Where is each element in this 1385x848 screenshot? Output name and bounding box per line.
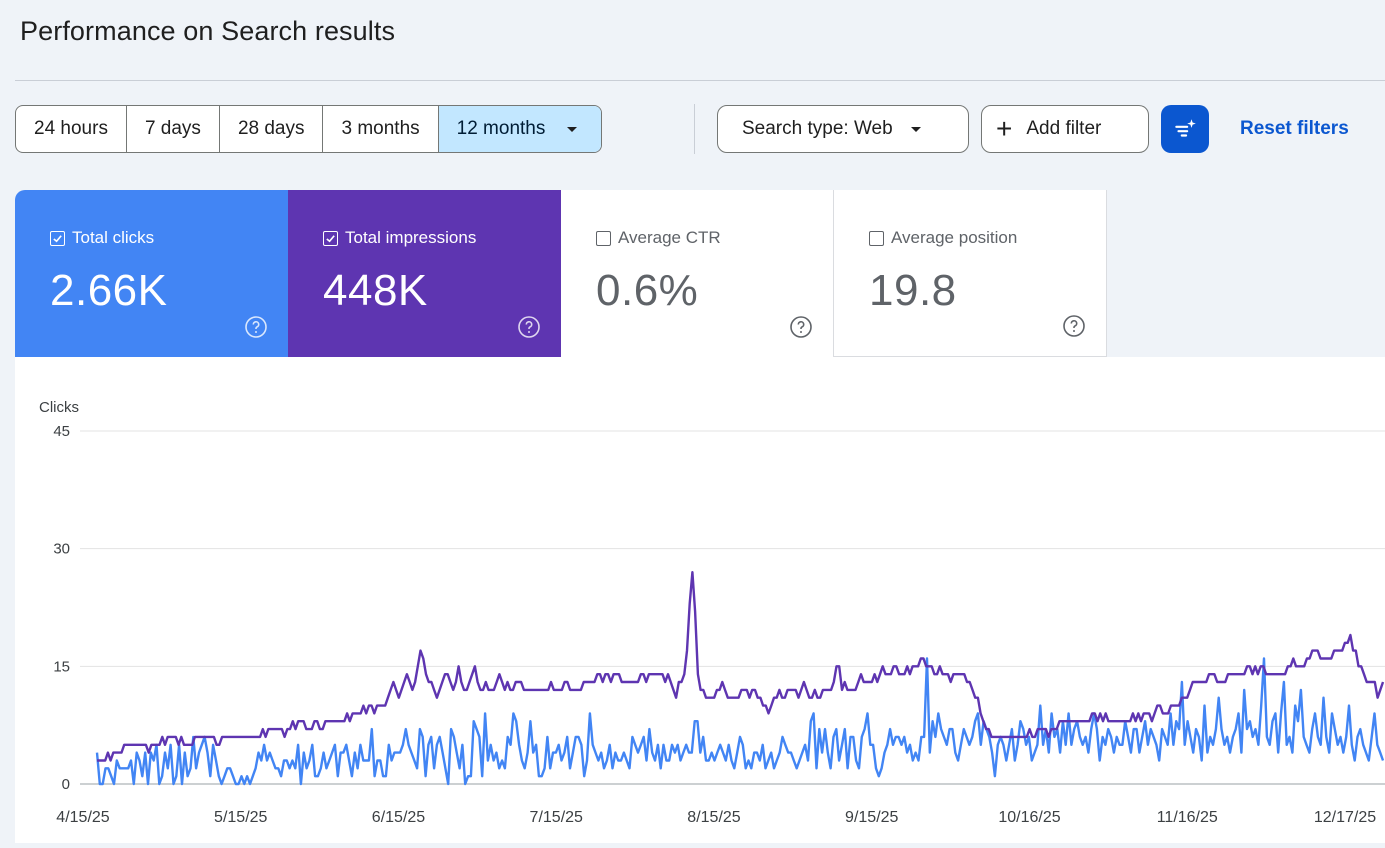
range-24-hours[interactable]: 24 hours [16, 106, 127, 152]
performance-chart: Clicks 45 30 15 0 4/15/25 5/15/25 6/15/25 7/15/2… [15, 357, 1385, 843]
x-tick-label: 6/15/25 [372, 809, 425, 826]
chevron-down-icon [910, 126, 921, 132]
filter-sparkle-icon [1175, 119, 1196, 137]
x-tick-label: 7/15/25 [530, 809, 583, 826]
plus-icon: + [996, 113, 1013, 144]
metric-card-clicks[interactable]: Total clicks 2.66K [15, 190, 288, 357]
checkbox-checked-icon[interactable] [50, 230, 65, 246]
range-7-days[interactable]: 7 days [127, 106, 220, 152]
y-tick-label: 0 [62, 776, 70, 793]
clicks-series-line [95, 657, 1385, 786]
y-tick-label: 15 [53, 658, 70, 675]
x-tick-label: 4/15/25 [56, 809, 109, 826]
metric-label: Average CTR [618, 228, 721, 247]
x-tick-label: 10/16/25 [998, 809, 1060, 826]
add-filter-label: Add filter [1026, 118, 1102, 139]
line-chart: Clicks 45 30 15 0 4/15/25 5/15/25 6/15/25 7/15/2… [39, 399, 1385, 826]
metric-value: 448K [323, 266, 428, 315]
impressions-series-line [97, 570, 1385, 762]
range-28-days[interactable]: 28 days [220, 106, 324, 152]
x-tick-label: 5/15/25 [214, 809, 267, 826]
metric-label: Total clicks [72, 228, 155, 247]
help-icon[interactable] [789, 315, 813, 339]
metric-value: 2.66K [50, 266, 168, 315]
header-divider [15, 80, 1385, 81]
smart-filter-button[interactable] [1161, 105, 1209, 153]
metric-card-ctr[interactable]: Average CTR 0.6% [561, 190, 834, 357]
x-tick-label: 8/15/25 [687, 809, 740, 826]
chevron-down-icon [567, 126, 578, 132]
help-icon[interactable] [244, 315, 268, 339]
x-tick-label: 11/16/25 [1157, 809, 1218, 826]
metric-card-position[interactable]: Average position 19.8 [834, 190, 1107, 357]
checkbox-unchecked-icon[interactable] [596, 230, 611, 246]
help-icon[interactable] [1062, 314, 1086, 338]
help-icon[interactable] [517, 315, 541, 339]
add-filter-button[interactable]: + Add filter [981, 105, 1149, 153]
metric-label: Total impressions [345, 228, 477, 247]
metric-label: Average position [891, 228, 1018, 247]
metric-value: 19.8 [869, 266, 957, 315]
metric-label-row: Average position [869, 228, 1017, 248]
date-range-selector: 24 hours 7 days 28 days 3 months 12 mont… [15, 105, 603, 153]
range-12-months[interactable]: 12 months [438, 106, 602, 152]
checkbox-checked-icon[interactable] [323, 230, 338, 246]
y-tick-label: 45 [53, 423, 70, 440]
search-type-dropdown[interactable]: Search type: Web [717, 105, 969, 153]
metric-label-row: Total clicks [50, 228, 154, 248]
y-tick-label: 30 [53, 541, 70, 558]
checkbox-unchecked-icon[interactable] [869, 230, 884, 246]
metric-label-row: Average CTR [596, 228, 721, 248]
page-title: Performance on Search results [20, 16, 396, 46]
reset-filters-link[interactable]: Reset filters [1240, 118, 1349, 139]
search-type-label: Search type: Web [742, 118, 893, 139]
range-3-months[interactable]: 3 months [323, 106, 439, 152]
metric-value: 0.6% [596, 266, 699, 315]
y-axis-label: Clicks [39, 399, 79, 416]
x-tick-label: 12/17/25 [1314, 809, 1376, 826]
toolbar-separator [694, 104, 695, 154]
range-12-months-label: 12 months [456, 118, 546, 139]
x-tick-label: 9/15/25 [845, 809, 898, 826]
metric-label-row: Total impressions [323, 228, 476, 248]
metric-card-impressions[interactable]: Total impressions 448K [288, 190, 561, 357]
